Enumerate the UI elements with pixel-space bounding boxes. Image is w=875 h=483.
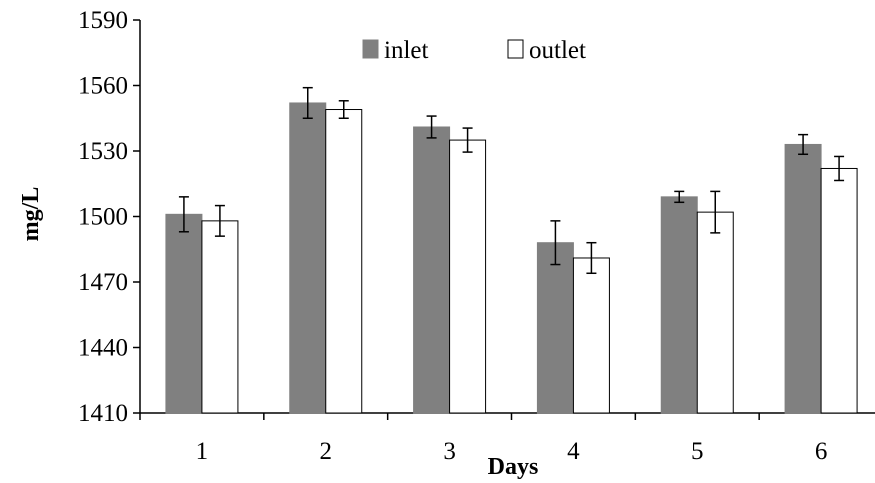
y-axis-title: mg/L xyxy=(18,187,44,242)
x-axis: 1 2 3 4 5 6 xyxy=(139,412,875,465)
legend-label-outlet: outlet xyxy=(529,37,586,64)
bars xyxy=(165,102,858,414)
legend: inlet outlet xyxy=(362,37,586,64)
y-tick-label: 1530 xyxy=(78,138,128,165)
y-tick-label: 1410 xyxy=(78,400,128,427)
x-tick-label: 3 xyxy=(443,438,456,465)
bar-inlet xyxy=(784,143,822,414)
x-tick-label: 5 xyxy=(691,438,704,465)
bar-outlet xyxy=(572,257,610,414)
legend-swatch-outlet xyxy=(507,39,524,59)
bar-inlet xyxy=(289,102,327,414)
bar-outlet xyxy=(325,109,363,414)
y-axis: 1410 1440 1470 1500 1530 1560 1590 xyxy=(78,7,141,427)
x-tick-label: 6 xyxy=(815,438,828,465)
bar-inlet xyxy=(660,196,698,414)
x-tick-label: 1 xyxy=(196,438,209,465)
bar-inlet xyxy=(536,242,574,414)
y-tick-label: 1470 xyxy=(78,269,128,296)
legend-label-inlet: inlet xyxy=(384,37,428,64)
bar-outlet xyxy=(449,139,487,414)
y-tick-label: 1560 xyxy=(78,73,128,100)
legend-swatch-inlet xyxy=(362,39,379,59)
y-tick-label: 1500 xyxy=(78,204,128,231)
bar-inlet xyxy=(413,126,451,414)
bar-outlet xyxy=(696,211,734,414)
error-bars xyxy=(178,86,845,275)
bar-outlet xyxy=(201,220,239,414)
bar-inlet xyxy=(165,213,203,414)
y-tick-label: 1590 xyxy=(78,7,128,34)
bar-outlet xyxy=(820,167,858,414)
x-axis-title: Days xyxy=(488,454,539,480)
x-tick-label: 4 xyxy=(567,438,580,465)
x-tick-label: 2 xyxy=(320,438,333,465)
y-tick-label: 1440 xyxy=(78,335,128,362)
